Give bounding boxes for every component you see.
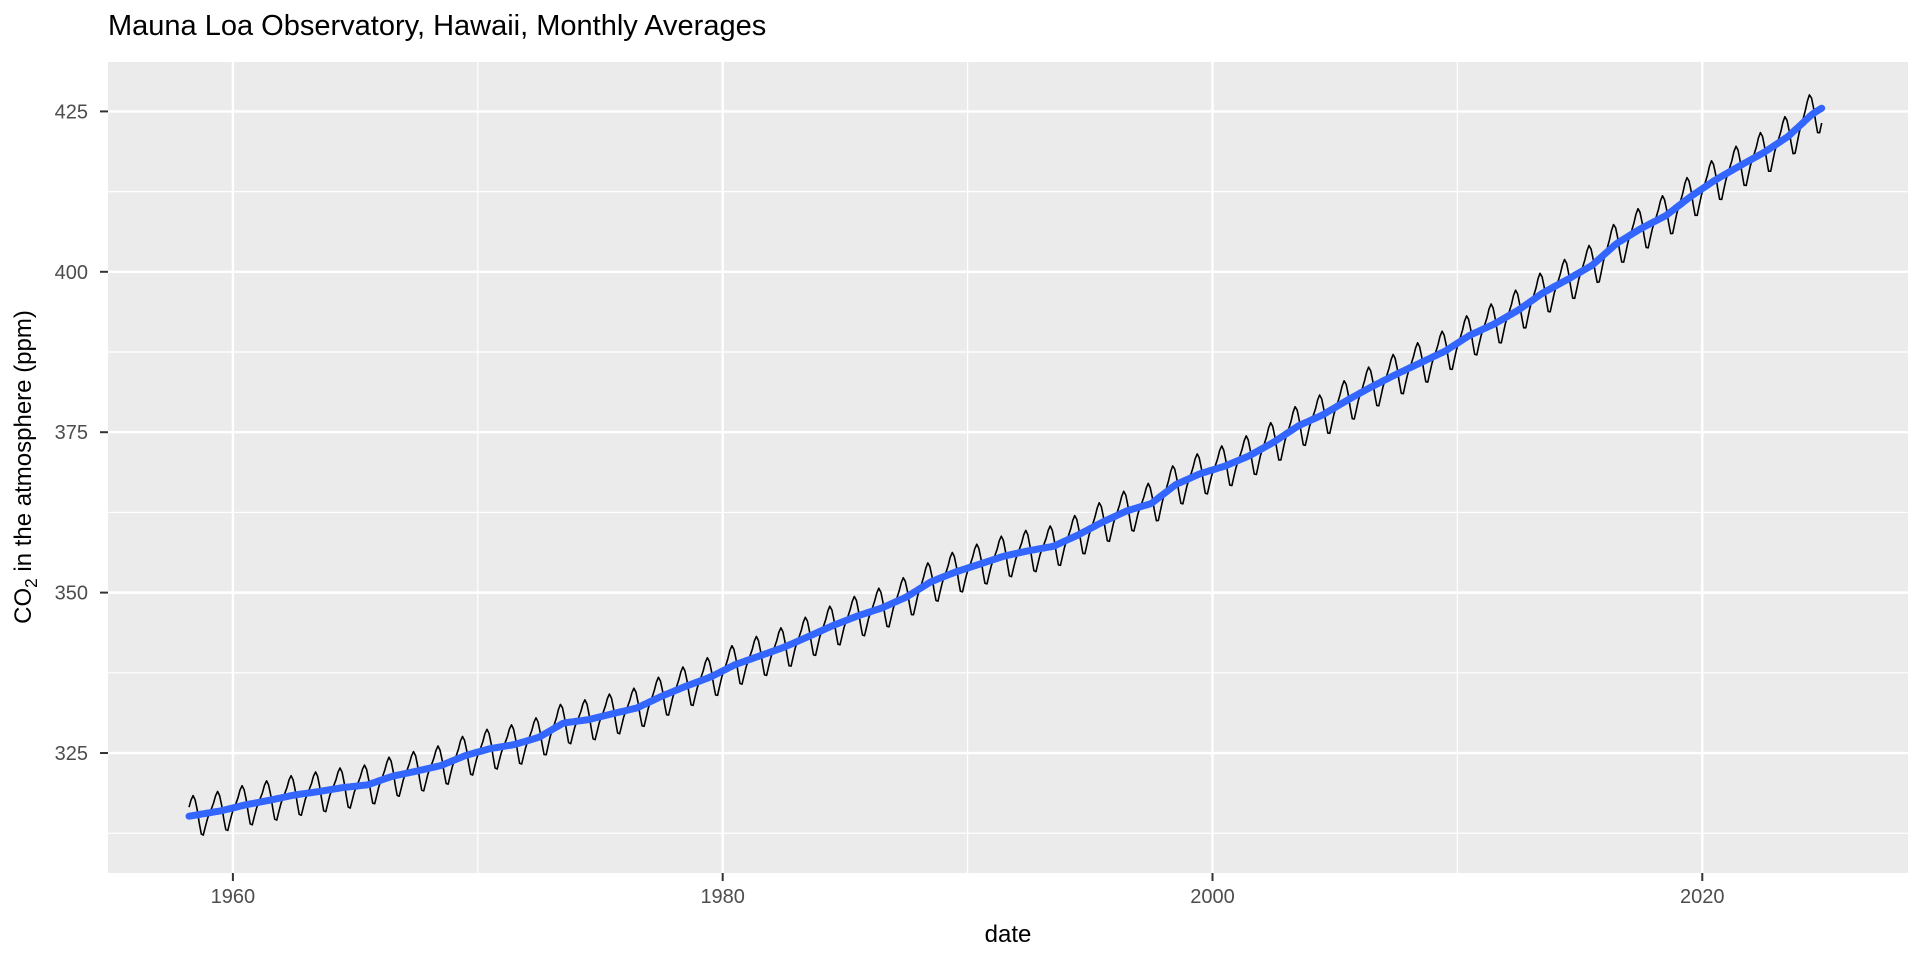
y-tick-label: 375 [55, 422, 88, 444]
y-axis-title-subscript: 2 [20, 578, 41, 588]
y-axis-title-prefix: CO [10, 587, 38, 624]
y-axis-title-suffix: in the atmosphere (ppm) [10, 310, 38, 579]
y-axis-title: CO2 in the atmosphere (ppm) [10, 310, 42, 624]
x-tick-label: 2020 [1680, 886, 1725, 908]
x-axis-title: date [984, 921, 1032, 948]
x-tick-label: 1980 [700, 886, 745, 908]
y-tick-label: 425 [55, 101, 88, 123]
x-tick-label: 2000 [1190, 886, 1235, 908]
plot-panel [108, 62, 1908, 873]
y-tick-label: 400 [55, 262, 88, 284]
y-tick-label: 350 [55, 583, 88, 605]
y-tick-label: 325 [55, 743, 88, 765]
x-tick-label: 1960 [211, 886, 256, 908]
co2-smooth-trend-line [185, 104, 1826, 820]
chart-title: Mauna Loa Observatory, Hawaii, Monthly A… [108, 10, 767, 42]
co2-monthly-line [188, 94, 1823, 836]
